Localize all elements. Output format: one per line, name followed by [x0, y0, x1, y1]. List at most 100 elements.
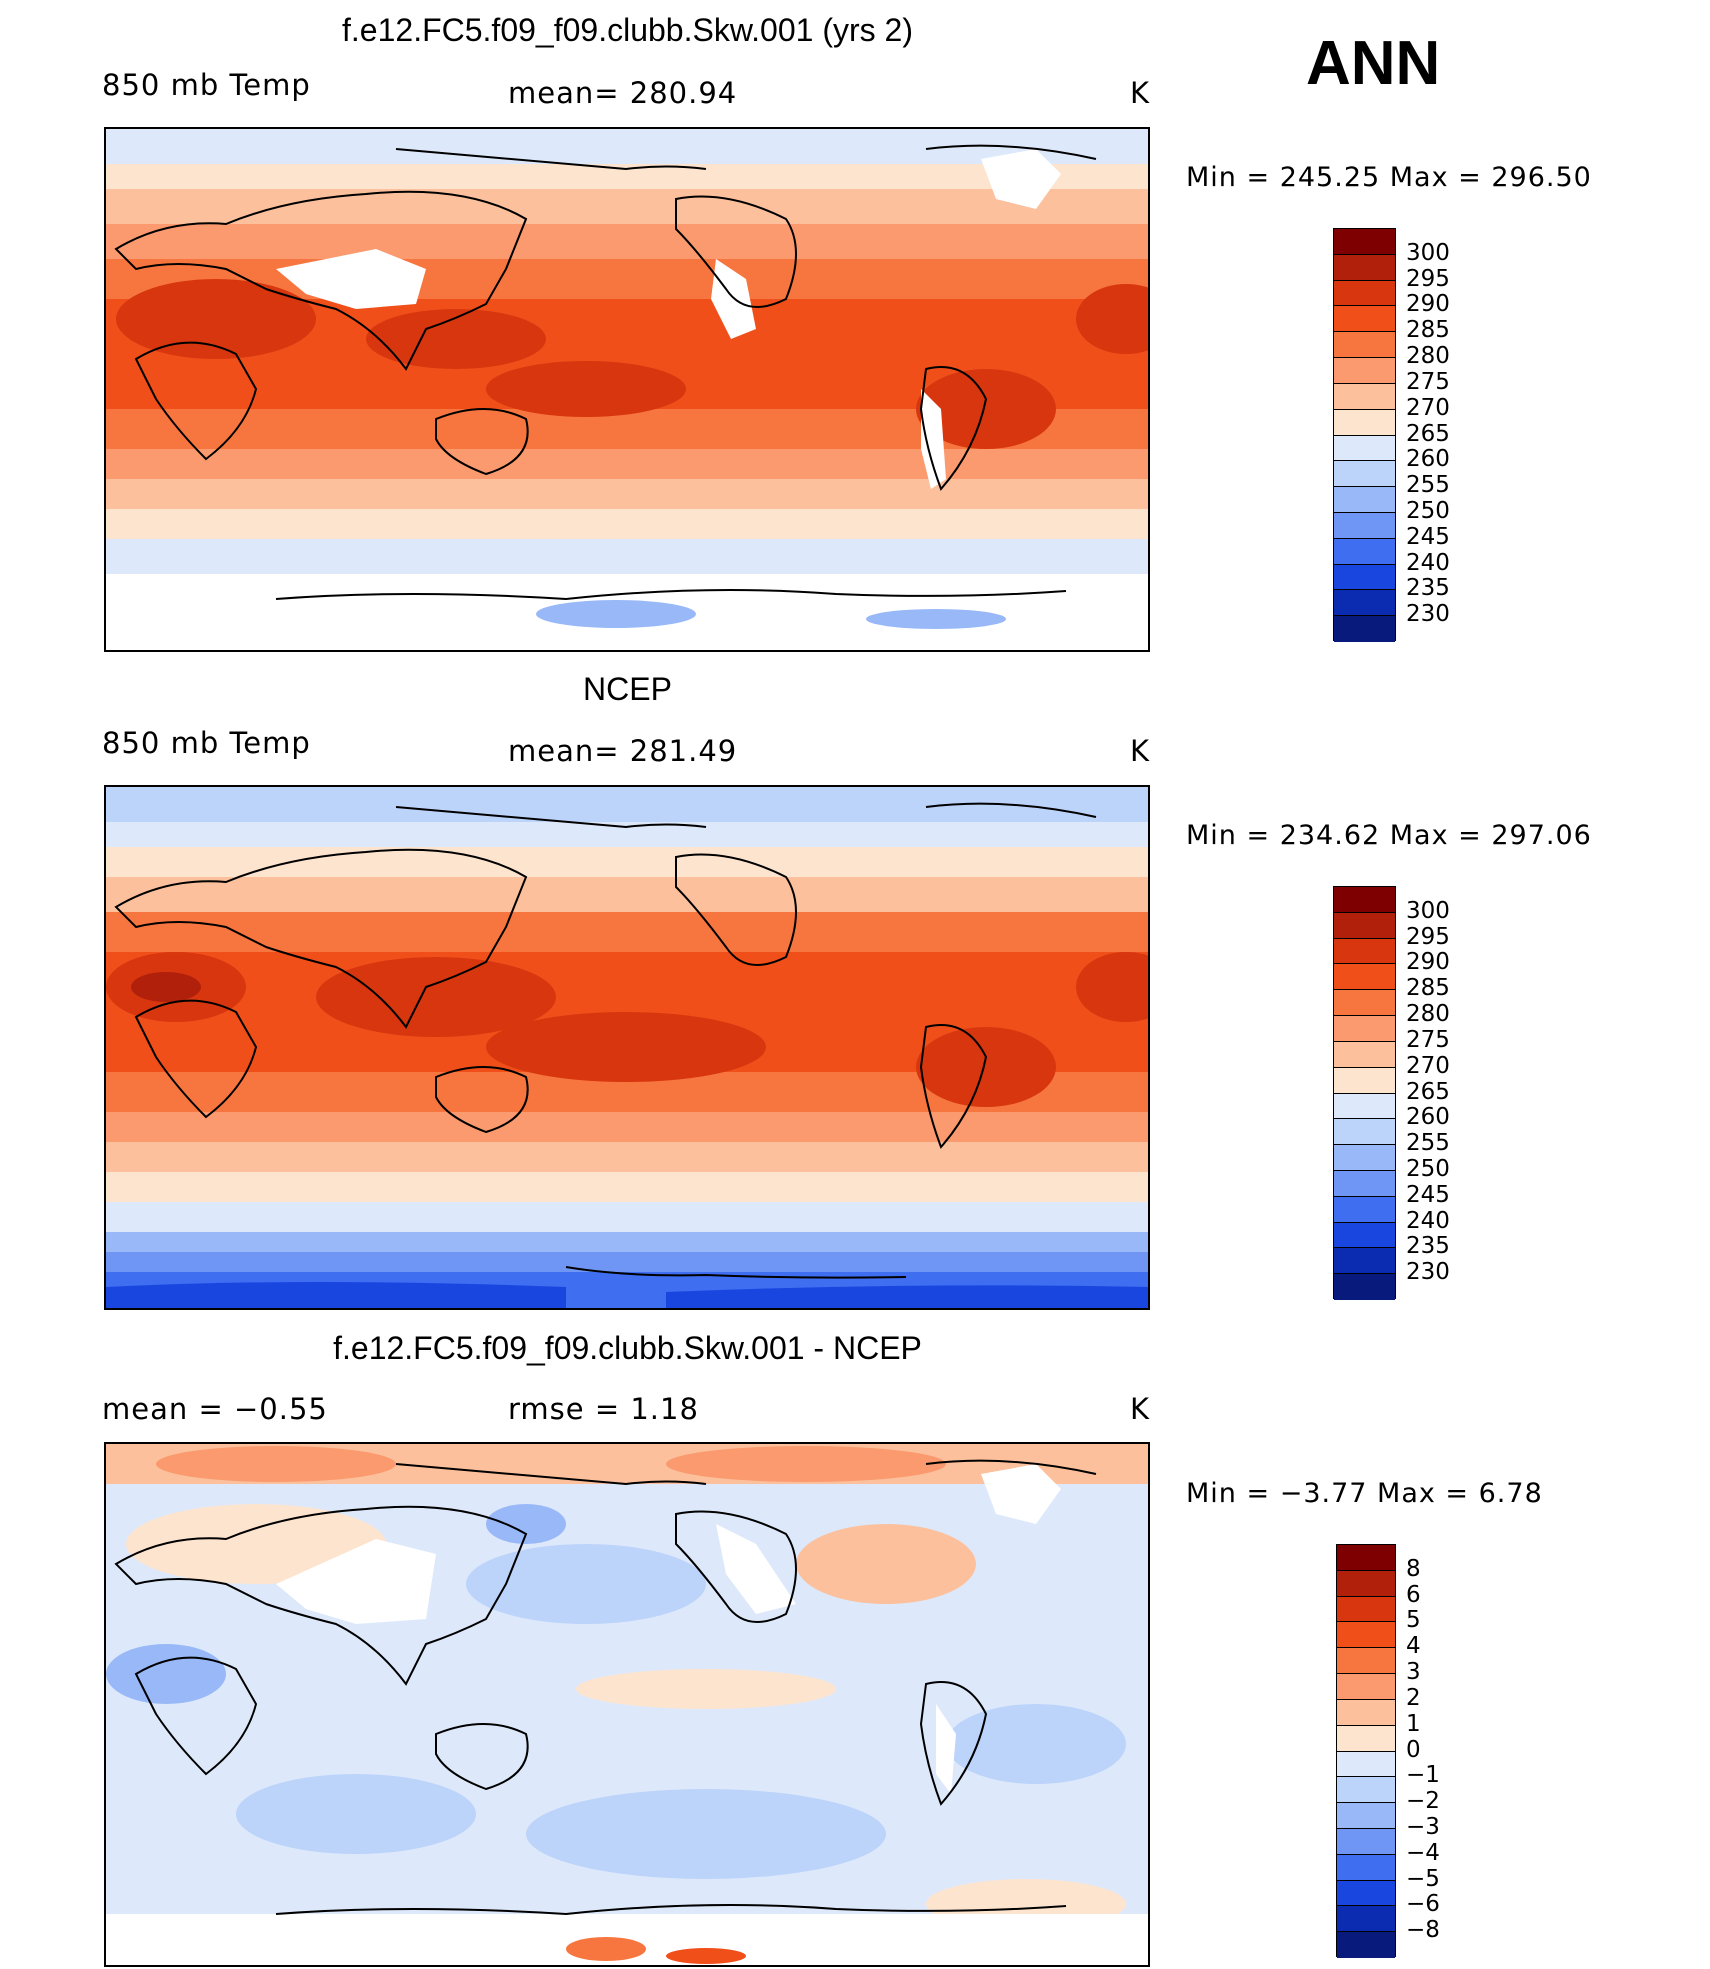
- temperature-colorbar-swatch: [1334, 1248, 1395, 1275]
- temperature-colorbar-tick-label: 275: [1406, 368, 1450, 395]
- temperature-colorbar-tick-label: 285: [1406, 317, 1450, 344]
- panel1-title: f.e12.FC5.f09_f09.clubb.Skw.001 (yrs 2): [342, 12, 913, 48]
- panel3-difference-map: [104, 1442, 1150, 1967]
- temperature-colorbar-swatch: [1334, 1196, 1395, 1223]
- temperature-colorbar-tick-label: 245: [1406, 1181, 1450, 1208]
- temperature-colorbar-swatch: [1334, 1170, 1395, 1197]
- difference-colorbar-tick-label: 1: [1406, 1710, 1421, 1737]
- difference-colorbar-swatch: [1337, 1674, 1395, 1700]
- temperature-colorbar-tick-label: 265: [1406, 420, 1450, 447]
- temperature-colorbar-tick-label: 265: [1406, 1078, 1450, 1105]
- temperature-colorbar-tick-label: 290: [1406, 291, 1450, 318]
- temperature-colorbar-swatch: [1334, 254, 1395, 281]
- temperature-colorbar-swatch: [1334, 358, 1395, 384]
- temperature-colorbar-tick-label: 295: [1406, 265, 1450, 292]
- panel3-title: f.e12.FC5.f09_f09.clubb.Skw.001 - NCEP: [333, 1330, 922, 1366]
- temperature-colorbar-tick-label: 250: [1406, 497, 1450, 524]
- difference-colorbar-swatch: [1337, 1648, 1395, 1675]
- temperature-colorbar-swatch: [1334, 538, 1395, 565]
- temperature-colorbar-tick-label: 255: [1406, 1130, 1450, 1157]
- temperature-colorbar-swatch: [1334, 590, 1395, 617]
- panel3-rmse-label: rmse = 1.18: [508, 1392, 699, 1426]
- temperature-colorbar-swatch: [1334, 1041, 1395, 1068]
- temperature-colorbar-tick-label: 250: [1406, 1155, 1450, 1182]
- difference-colorbar-tick-label: −6: [1406, 1891, 1440, 1918]
- temperature-colorbar-swatch: [1334, 1016, 1395, 1042]
- temperature-colorbar-tick-label: 240: [1406, 549, 1450, 576]
- temperature-colorbar-tick-label: 260: [1406, 446, 1450, 473]
- panel1-model-temperature-map: [104, 127, 1150, 652]
- temperature-colorbar-tick-label: 270: [1406, 1052, 1450, 1079]
- temperature-colorbar-tick-label: 255: [1406, 472, 1450, 499]
- panel2-units-label: K: [1130, 734, 1151, 768]
- difference-colorbar-swatch: [1337, 1545, 1395, 1571]
- difference-colorbar-swatch: [1337, 1622, 1395, 1649]
- temperature-colorbar-swatch: [1334, 229, 1395, 255]
- temperature-colorbar-swatch: [1334, 332, 1395, 359]
- temperature-colorbar-swatch: [1334, 938, 1395, 965]
- panel1-colorbar: [1333, 228, 1396, 642]
- panel3-mean-label: mean = −0.55: [102, 1392, 328, 1426]
- temperature-colorbar-tick-label: 230: [1406, 601, 1450, 628]
- temperature-colorbar-swatch: [1334, 487, 1395, 513]
- panel2-variable-label: 850 mb Temp: [102, 726, 311, 760]
- difference-colorbar-tick-label: 2: [1406, 1684, 1421, 1711]
- temperature-colorbar-tick-label: 230: [1406, 1259, 1450, 1286]
- panel1-minmax-label: Min = 245.25 Max = 296.50: [1186, 162, 1592, 193]
- panel2-ncep-temperature-map: [104, 785, 1150, 1310]
- difference-colorbar-tick-label: −3: [1406, 1813, 1440, 1840]
- difference-colorbar-swatch: [1337, 1751, 1395, 1778]
- temperature-colorbar-swatch: [1334, 1274, 1395, 1300]
- difference-colorbar-swatch: [1337, 1596, 1395, 1623]
- temperature-colorbar-swatch: [1334, 964, 1395, 991]
- difference-colorbar-swatch: [1337, 1777, 1395, 1804]
- difference-colorbar-swatch: [1337, 1854, 1395, 1881]
- temperature-colorbar-swatch: [1334, 409, 1395, 436]
- temperature-colorbar-swatch: [1334, 1222, 1395, 1249]
- difference-colorbar-tick-label: 5: [1406, 1607, 1421, 1634]
- temperature-colorbar-tick-label: 285: [1406, 975, 1450, 1002]
- panel1-map-image: [106, 129, 1148, 650]
- panel3-units-label: K: [1130, 1392, 1151, 1426]
- temperature-colorbar-swatch: [1334, 461, 1395, 488]
- difference-colorbar-tick-label: −4: [1406, 1839, 1440, 1866]
- temperature-colorbar-tick-label: 275: [1406, 1026, 1450, 1053]
- temperature-colorbar-swatch: [1334, 1093, 1395, 1120]
- difference-colorbar-tick-label: −1: [1406, 1762, 1440, 1789]
- temperature-colorbar-tick-label: 290: [1406, 949, 1450, 976]
- temperature-colorbar-swatch: [1334, 990, 1395, 1017]
- temperature-colorbar-tick-label: 300: [1406, 897, 1450, 924]
- temperature-colorbar-swatch: [1334, 1067, 1395, 1094]
- temperature-colorbar-swatch: [1334, 564, 1395, 591]
- difference-colorbar-swatch: [1337, 1828, 1395, 1855]
- difference-colorbar-tick-label: 6: [1406, 1581, 1421, 1608]
- difference-colorbar-swatch: [1337, 1906, 1395, 1933]
- temperature-colorbar-tick-label: 245: [1406, 523, 1450, 550]
- temperature-colorbar-swatch: [1334, 383, 1395, 410]
- temperature-colorbar-tick-label: 260: [1406, 1104, 1450, 1131]
- panel3-map-image: [106, 1444, 1148, 1965]
- temperature-colorbar-swatch: [1334, 435, 1395, 462]
- difference-colorbar-tick-label: −2: [1406, 1788, 1440, 1815]
- panel2-mean-label: mean= 281.49: [508, 734, 738, 768]
- season-label: ANN: [1306, 29, 1441, 98]
- difference-colorbar-tick-label: −8: [1406, 1917, 1440, 1944]
- temperature-colorbar-tick-label: 295: [1406, 923, 1450, 950]
- panel1-mean-label: mean= 280.94: [508, 76, 738, 110]
- temperature-colorbar-tick-label: 280: [1406, 343, 1450, 370]
- panel1-variable-label: 850 mb Temp: [102, 68, 311, 102]
- temperature-colorbar-swatch: [1334, 1145, 1395, 1171]
- temperature-colorbar-tick-label: 270: [1406, 394, 1450, 421]
- temperature-colorbar-swatch: [1334, 887, 1395, 913]
- difference-colorbar-tick-label: 0: [1406, 1736, 1421, 1763]
- difference-colorbar-tick-label: −5: [1406, 1865, 1440, 1892]
- temperature-colorbar-swatch: [1334, 1119, 1395, 1146]
- difference-colorbar-swatch: [1337, 1880, 1395, 1907]
- difference-colorbar-swatch: [1337, 1725, 1395, 1752]
- difference-colorbar-swatch: [1337, 1699, 1395, 1726]
- panel3-minmax-label: Min = −3.77 Max = 6.78: [1186, 1478, 1543, 1509]
- panel2-minmax-label: Min = 234.62 Max = 297.06: [1186, 820, 1592, 851]
- panel2-title: NCEP: [583, 671, 672, 707]
- panel2-map-image: [106, 787, 1148, 1308]
- difference-colorbar-tick-label: 8: [1406, 1555, 1421, 1582]
